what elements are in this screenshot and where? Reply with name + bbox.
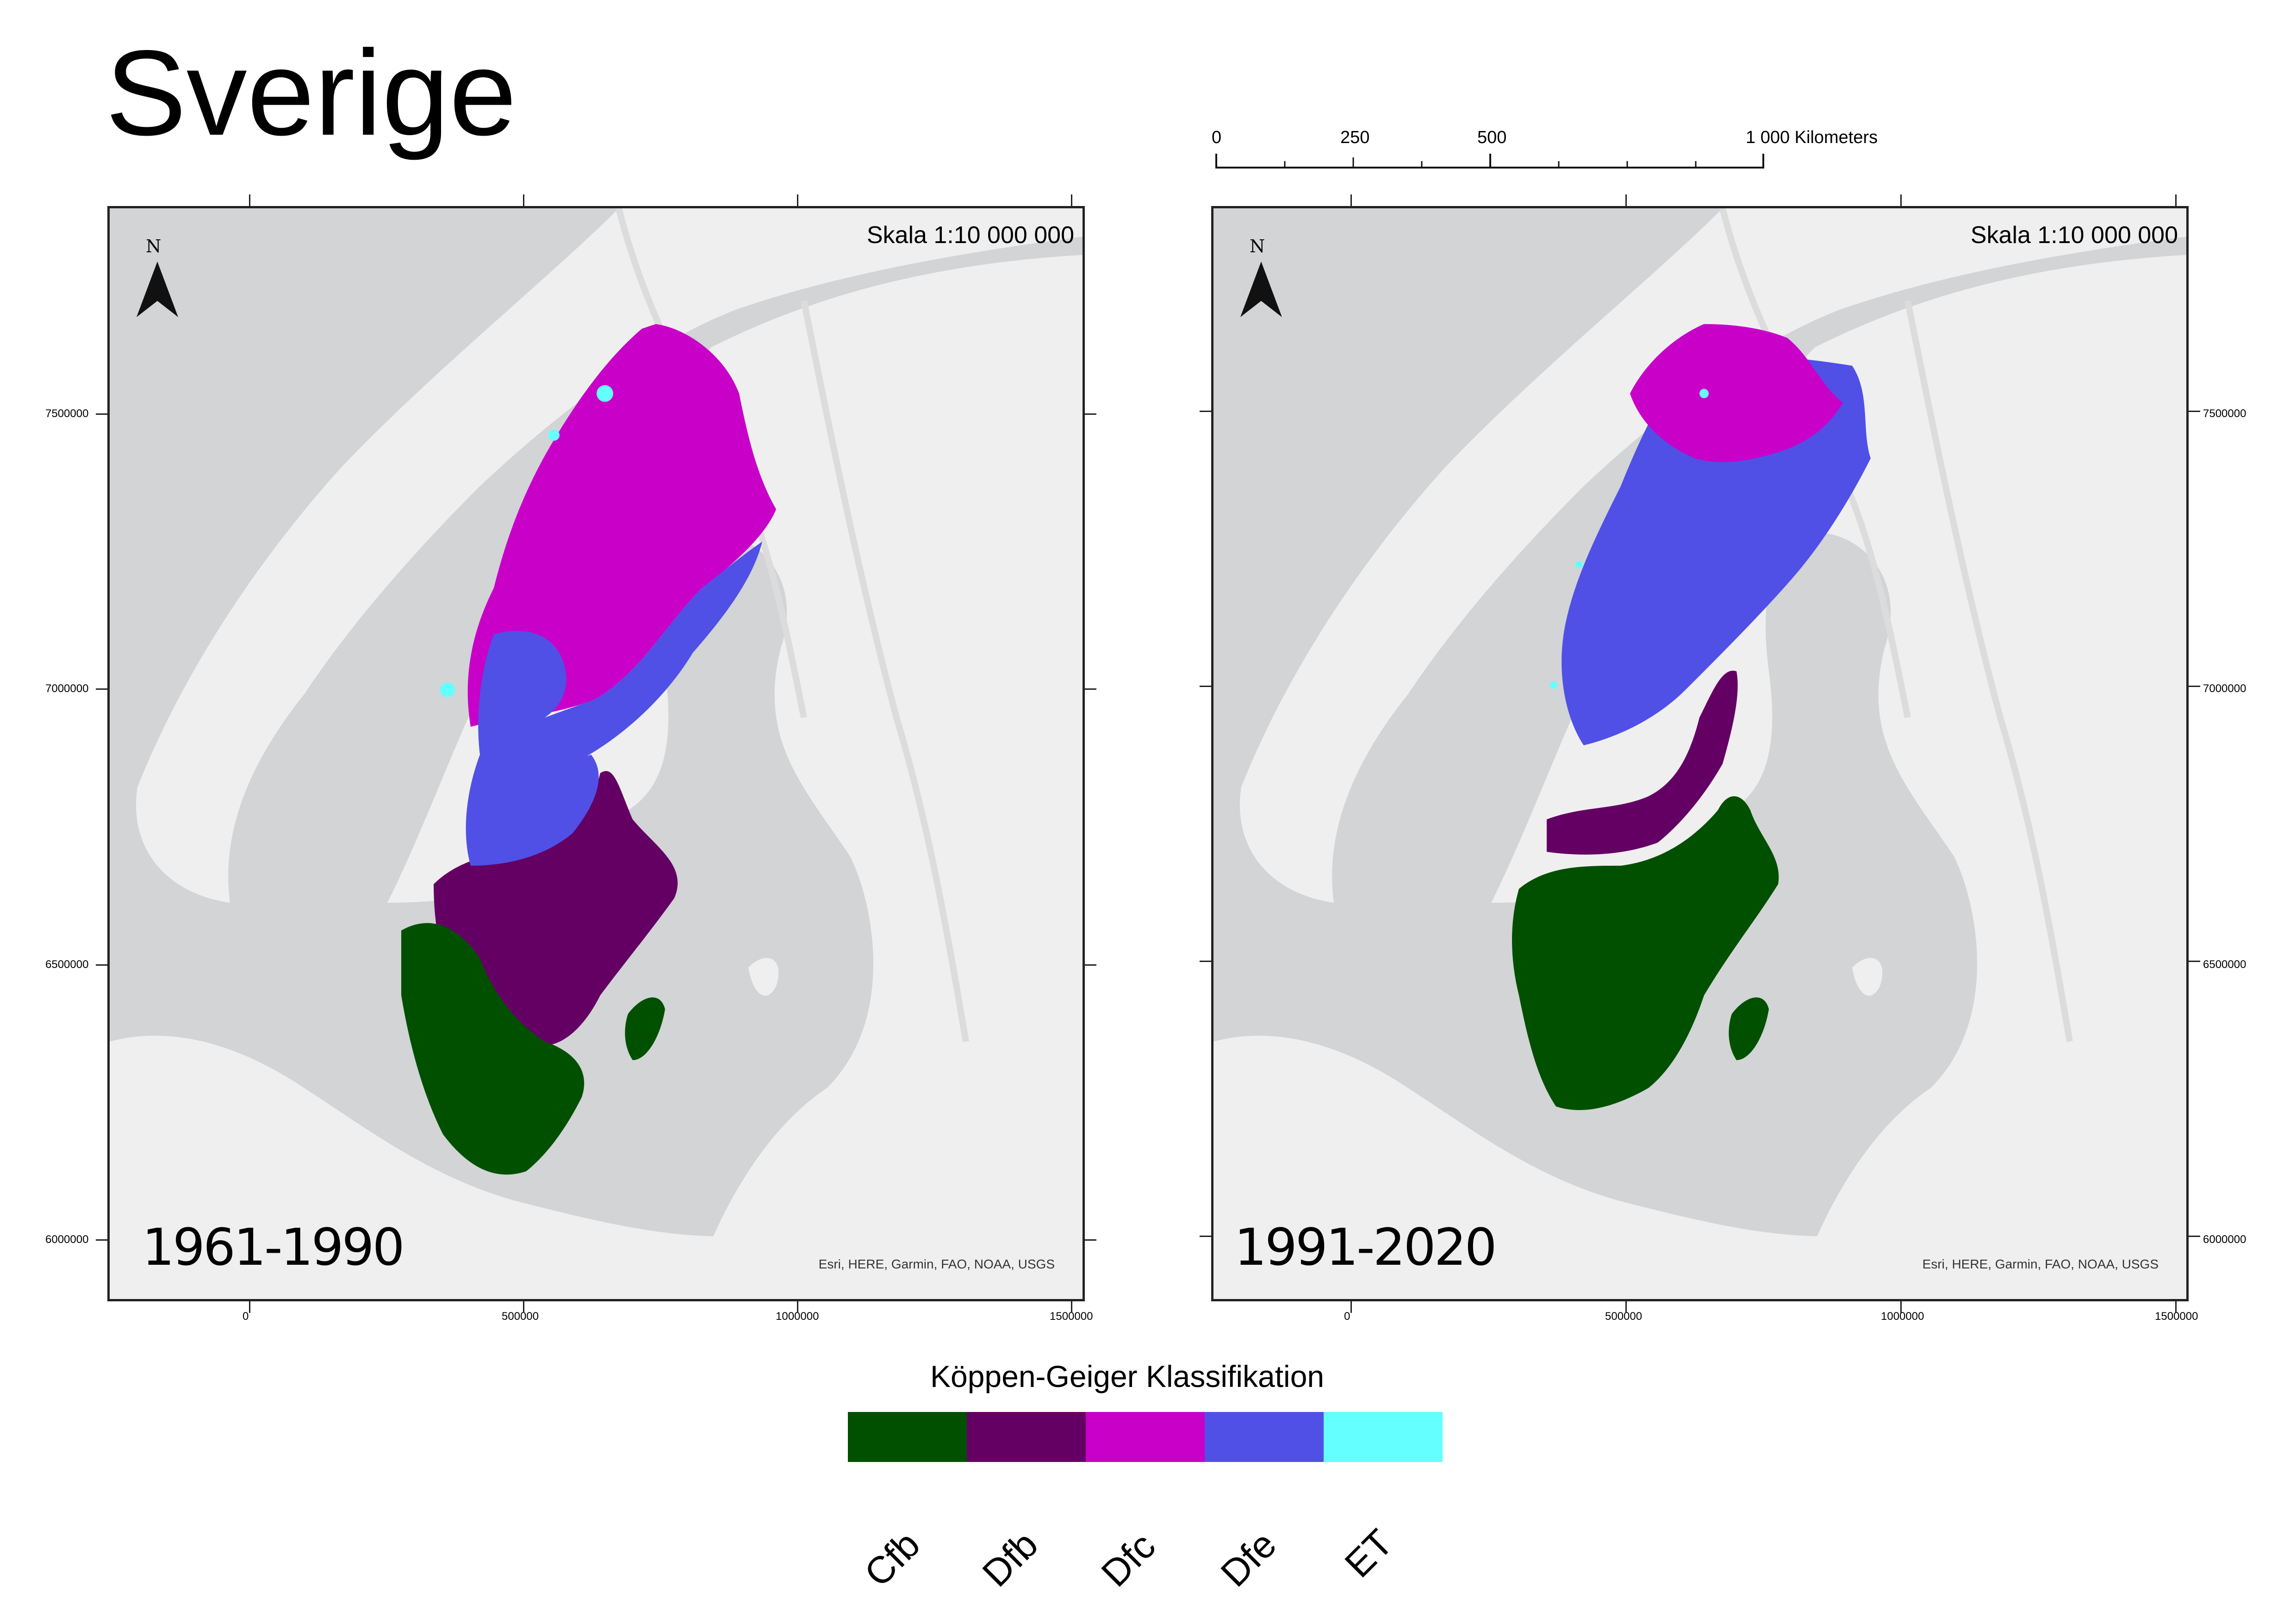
x-tick-label: 0: [1344, 1310, 1350, 1323]
legend-label-dfe: Dfe: [1213, 1523, 1285, 1595]
period-label-2: 1991-2020: [1234, 1218, 1497, 1277]
zone-dfc: [467, 324, 776, 727]
map-panel-1961-1990: Skala 1:10 000 000 N 1961-1990 Esri, HER…: [107, 206, 1085, 1301]
period-label-1: 1961-1990: [142, 1218, 405, 1277]
scalebar-label-1000: 1 000 Kilometers: [1746, 128, 1878, 147]
zone-cfb-gotland: [1729, 997, 1769, 1060]
zone-dfe: [1562, 356, 1871, 745]
legend-title: Köppen-Geiger Klassifikation: [930, 1359, 1325, 1393]
north-label-1: N: [146, 236, 162, 256]
legend-swatch-dfe: [1205, 1412, 1324, 1462]
legend-swatch-et: [1324, 1412, 1443, 1462]
scalebar-label-0: 0: [1212, 128, 1222, 147]
legend-swatch-cfb: [848, 1412, 967, 1462]
legend-swatch-dfb: [967, 1412, 1086, 1462]
zone-dfb: [434, 771, 678, 1046]
x-tick-label: 500000: [502, 1310, 539, 1323]
zone-et-2: [1575, 561, 1583, 568]
page-title: Sverige: [106, 25, 517, 161]
y-tick-label: 7500000: [45, 407, 89, 420]
y-tick-label: 6000000: [45, 1233, 89, 1246]
y-tick-label: 7500000: [2203, 407, 2246, 420]
y-tick-label: 6500000: [2203, 958, 2246, 971]
zone-et-1: [597, 385, 613, 402]
attribution-1: Esri, HERE, Garmin, FAO, NOAA, USGS: [818, 1257, 1055, 1271]
scalebar-label-250: 250: [1340, 128, 1370, 147]
legend-label-cfb: Cfb: [856, 1523, 928, 1595]
zone-et-2: [548, 430, 560, 441]
x-tick-label: 1000000: [1881, 1310, 1924, 1323]
zone-dfe: [478, 542, 762, 768]
north-label-2: N: [1250, 236, 1265, 256]
y-tick-label: 7000000: [2203, 682, 2246, 695]
zone-cfb: [401, 923, 585, 1175]
y-tick-label: 6500000: [45, 958, 89, 971]
zone-cfb-gotland: [625, 997, 665, 1060]
scalebar-label-500: 500: [1477, 128, 1507, 147]
x-tick-label: 500000: [1605, 1310, 1643, 1323]
zone-et-3: [440, 682, 455, 697]
legend-swatch-dfc: [1086, 1412, 1205, 1462]
x-tick-label: 0: [243, 1310, 249, 1323]
y-tick-label: 7000000: [45, 682, 89, 695]
map-panel-1991-2020: Skala 1:10 000 000 N 1991-2020 Esri, HER…: [1211, 206, 2189, 1301]
map-canvas-1: [110, 208, 1085, 1301]
zone-dfc: [1630, 324, 1843, 462]
map-scale-text-1: Skala 1:10 000 000: [866, 222, 1074, 249]
north-arrow-icon: [1240, 262, 1282, 317]
legend-label-dfb: Dfb: [974, 1523, 1046, 1595]
north-arrow-icon: [137, 262, 178, 317]
scale-bar-graphic: [1215, 154, 1764, 169]
zone-dfb: [1547, 670, 1738, 855]
attribution-2: Esri, HERE, Garmin, FAO, NOAA, USGS: [1922, 1257, 2159, 1271]
map-canvas-2: [1213, 208, 2189, 1301]
map-scale-text-2: Skala 1:10 000 000: [1970, 222, 2178, 249]
legend-label-et: ET: [1337, 1521, 1401, 1586]
zone-et-1: [1699, 389, 1709, 398]
zone-dfe-2: [466, 755, 599, 866]
zone-cfb: [1512, 796, 1779, 1110]
y-tick-label: 6000000: [2203, 1233, 2246, 1246]
legend-label-dfc: Dfc: [1093, 1524, 1164, 1595]
zone-et-3: [1550, 681, 1557, 689]
